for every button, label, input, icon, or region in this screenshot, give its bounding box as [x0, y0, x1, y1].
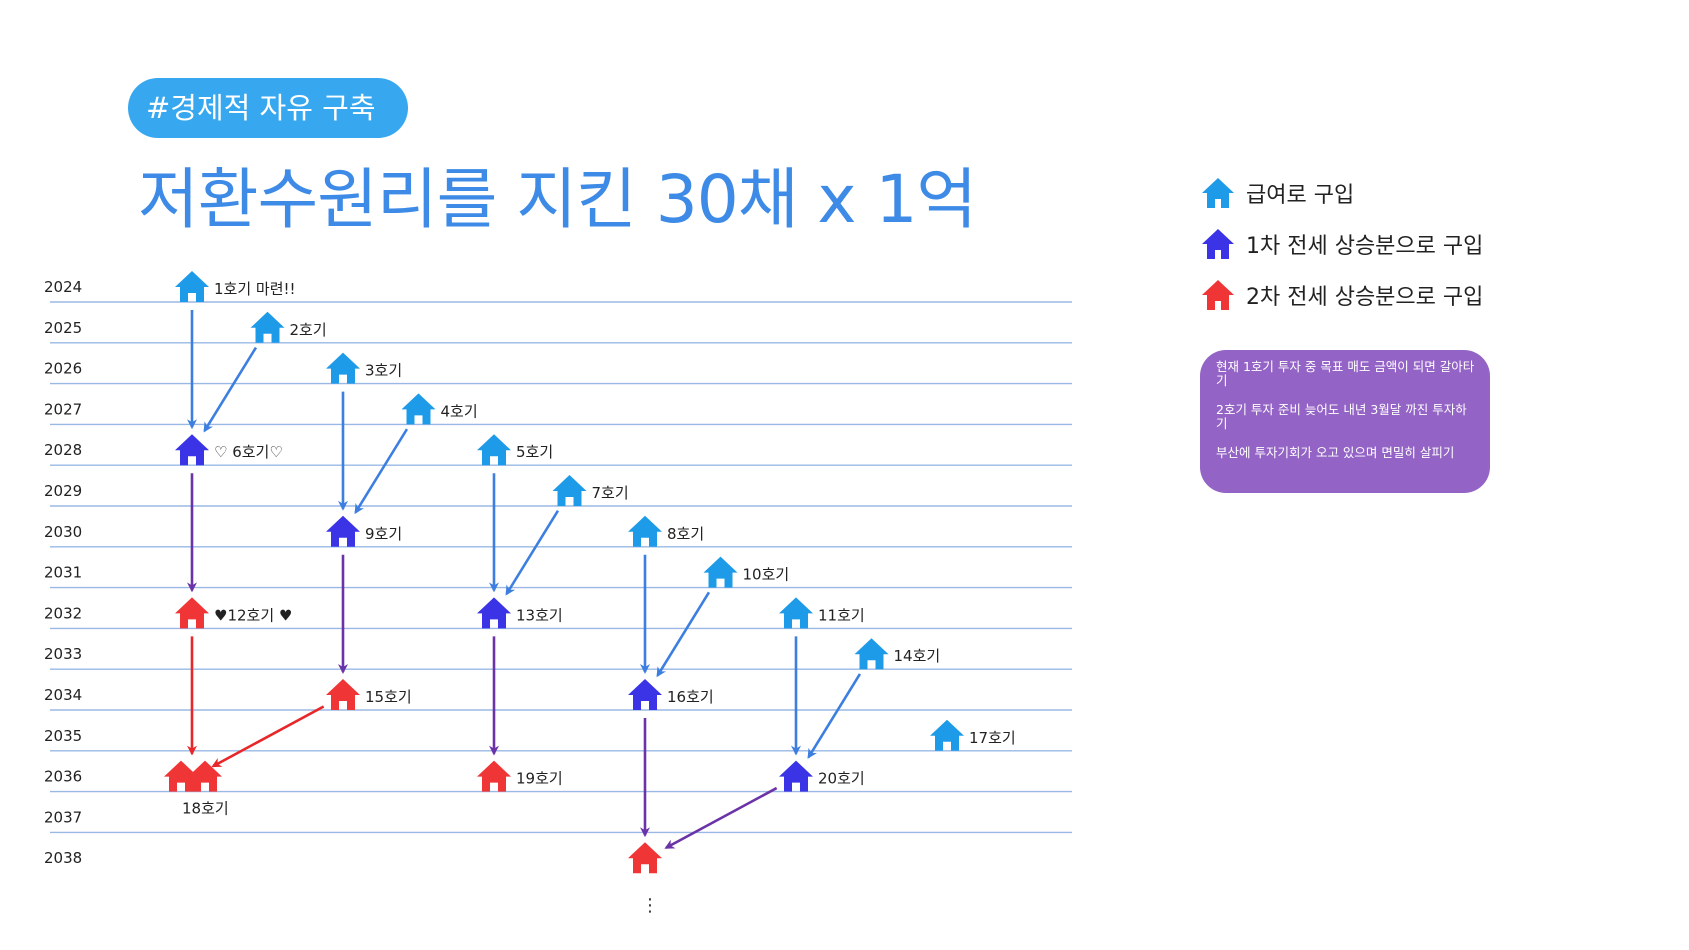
memo-line: 부산에 투자기회가 오고 있으며 면밀히 살피기 — [1216, 445, 1455, 460]
year-label: 2028 — [44, 441, 82, 459]
legend-item-jeonse1: 1차 전세 상승분으로 구입 — [1200, 226, 1483, 262]
memo-note: 현재 1호기 투자 중 목표 매도 금액이 되면 갈아타기 2호기 투자 준비 … — [1200, 350, 1490, 493]
house-icon — [175, 271, 209, 302]
flow-arrow-purple — [664, 786, 778, 849]
flow-arrow-red — [211, 705, 325, 768]
house-label: 16호기 — [667, 688, 714, 706]
year-label: 2029 — [44, 482, 82, 500]
house-icon — [477, 434, 511, 466]
year-label: 2033 — [44, 645, 82, 663]
year-label: 2026 — [44, 360, 82, 378]
house-icon — [1202, 178, 1234, 208]
page-title: 저환수원리를 지킨 30채 x 1억 — [138, 161, 977, 238]
house-label: 13호기 — [516, 606, 563, 624]
house-icon — [1202, 229, 1234, 259]
memo-line: 현재 1호기 투자 중 목표 매도 금액이 되면 갈아타기 — [1216, 359, 1475, 388]
flow-arrow-blue — [656, 591, 711, 678]
house-icon — [779, 760, 813, 792]
house-label: ♥12호기 ♥ — [214, 606, 292, 624]
house-icon — [477, 597, 511, 629]
house-icon — [1202, 280, 1234, 310]
year-label: 2036 — [44, 768, 82, 786]
year-label: 2027 — [44, 400, 82, 418]
year-label: 2031 — [44, 564, 82, 582]
year-label: 2032 — [44, 604, 82, 622]
house-icon — [477, 760, 511, 792]
house-icon — [401, 393, 436, 425]
house-label: 18호기 — [182, 800, 229, 818]
year-label: 2035 — [44, 727, 82, 745]
legend-label: 2차 전세 상승분으로 구입 — [1246, 285, 1484, 310]
year-label: 2025 — [44, 319, 82, 337]
year-label: 2030 — [44, 523, 82, 541]
house-label: ♡ 6호기♡ — [214, 443, 283, 461]
house-label: 8호기 — [667, 525, 704, 543]
memo-line: 2호기 투자 준비 늦어도 내년 3월달 까진 투자하기 — [1216, 402, 1467, 431]
house-label: 20호기 — [818, 770, 865, 788]
house-icon — [628, 679, 662, 710]
house-label: 9호기 — [365, 525, 402, 543]
continuation-dots: ⋮ — [641, 895, 659, 916]
house-icon — [175, 434, 209, 466]
flow-arrow-blue — [203, 346, 258, 433]
house-icon — [703, 556, 738, 588]
legend: 급여로 구입 1차 전세 상승분으로 구입 2차 전세 상승분으로 구입 — [1200, 175, 1483, 328]
house-icon — [326, 352, 360, 384]
house-icon — [628, 515, 662, 547]
house-icon — [175, 597, 209, 629]
legend-item-salary: 급여로 구입 — [1200, 175, 1483, 211]
legend-label: 1차 전세 상승분으로 구입 — [1246, 234, 1484, 259]
house-label: 5호기 — [516, 443, 553, 461]
flow-arrow-blue — [807, 673, 862, 759]
house-label: 2호기 — [290, 321, 327, 339]
house-icon — [779, 597, 813, 629]
house-label: 10호기 — [743, 566, 790, 584]
year-label: 2024 — [44, 278, 82, 296]
house-label: 4호기 — [441, 402, 478, 420]
house-label: 7호기 — [592, 484, 629, 502]
year-label: 2038 — [44, 849, 82, 867]
house-icon — [250, 311, 285, 343]
legend-item-jeonse2: 2차 전세 상승분으로 구입 — [1200, 277, 1483, 313]
hashtag-badge: #경제적 자유 구축 — [128, 78, 408, 138]
house-label: 17호기 — [969, 729, 1016, 747]
house-label: 14호기 — [894, 647, 941, 665]
legend-label: 급여로 구입 — [1246, 183, 1355, 208]
flow-arrow-blue — [354, 428, 409, 515]
house-label: 3호기 — [365, 362, 402, 380]
house-icon — [326, 679, 360, 710]
house-icon — [326, 515, 360, 547]
house-icon — [164, 760, 198, 792]
year-label: 2037 — [44, 808, 82, 826]
house-icon — [188, 760, 222, 792]
flow-arrow-blue — [505, 510, 560, 596]
house-label: 19호기 — [516, 770, 563, 788]
house-icon — [930, 719, 964, 751]
house-icon — [628, 842, 662, 874]
house-label: 15호기 — [365, 688, 412, 706]
house-icon — [552, 475, 587, 506]
year-label: 2034 — [44, 686, 82, 704]
house-icon — [854, 638, 889, 670]
house-label: 11호기 — [818, 606, 865, 624]
house-label: 1호기 마련!! — [214, 280, 296, 298]
